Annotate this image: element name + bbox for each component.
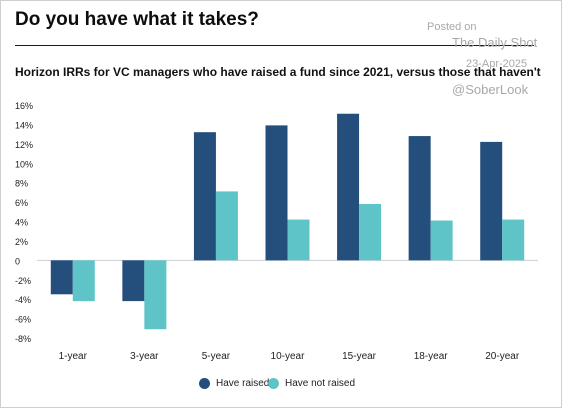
x-tick-label: 15-year: [342, 351, 377, 362]
watermark-handle: @SoberLook: [452, 82, 529, 97]
watermark-date: 23-Apr-2025: [466, 58, 528, 70]
watermark-posted-on: Posted on: [427, 21, 477, 33]
bar-have-raised: [480, 141, 503, 261]
bar-have-not-raised: [72, 260, 95, 302]
legend-item-have-not-raised: Have not raised: [268, 378, 355, 389]
legend-item-have-raised: Have raised: [199, 378, 269, 389]
bar-have-not-raised: [144, 260, 167, 330]
bar-have-raised: [193, 132, 216, 261]
bar-have-raised: [50, 260, 73, 295]
legend-label-have-raised: Have raised: [216, 378, 270, 389]
bar-have-raised: [122, 260, 145, 302]
bar-have-raised: [408, 136, 431, 261]
y-tick-label: 6%: [15, 198, 28, 208]
legend-label-have-not-raised: Have not raised: [285, 378, 356, 389]
y-tick-label: 0: [15, 256, 20, 266]
legend-swatch-have-not-raised: [268, 378, 279, 389]
y-tick-label: -2%: [15, 276, 31, 286]
y-tick-label: 16%: [15, 101, 33, 111]
bar-have-raised: [337, 113, 360, 261]
bar-have-not-raised: [287, 219, 310, 261]
y-tick-label: -6%: [15, 315, 31, 325]
legend: Have raised Have not raised: [0, 378, 564, 394]
y-tick-label: 14%: [15, 120, 33, 130]
x-tick-label: 5-year: [202, 351, 231, 362]
x-tick-label: 18-year: [414, 351, 449, 362]
y-tick-label: -4%: [15, 295, 31, 305]
y-tick-label: 12%: [15, 140, 33, 150]
bar-have-not-raised: [359, 204, 382, 261]
chart-subtitle: Horizon IRRs for VC managers who have ra…: [15, 65, 541, 79]
bar-have-not-raised: [215, 191, 238, 261]
x-tick-label: 3-year: [130, 351, 159, 362]
legend-swatch-have-raised: [199, 378, 210, 389]
bar-have-not-raised: [502, 219, 525, 261]
y-tick-label: 8%: [15, 179, 28, 189]
watermark-source: The Daily Shot: [452, 35, 538, 50]
y-tick-label: 10%: [15, 159, 33, 169]
title-divider: [15, 45, 534, 46]
chart-title: Do you have what it takes?: [15, 9, 259, 30]
x-tick-label: 1-year: [59, 351, 88, 362]
x-tick-label: 20-year: [485, 351, 520, 362]
x-tick-label: 10-year: [271, 351, 306, 362]
bar-have-raised: [265, 125, 288, 261]
bar-have-not-raised: [430, 220, 453, 261]
y-tick-label: 4%: [15, 218, 28, 228]
y-tick-label: -8%: [15, 334, 31, 344]
y-tick-label: 2%: [15, 237, 28, 247]
